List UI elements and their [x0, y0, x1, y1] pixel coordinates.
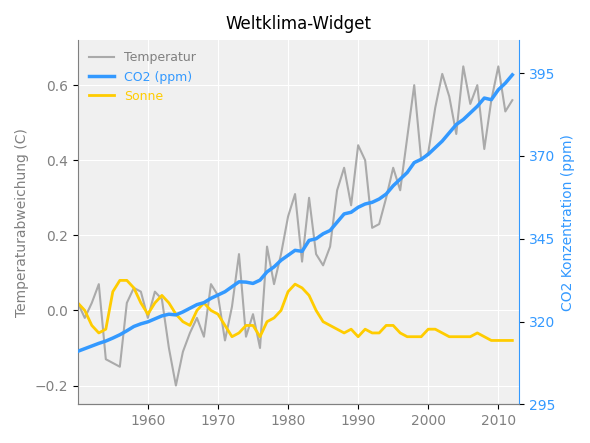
Y-axis label: Temperaturabweichung (C): Temperaturabweichung (C) [15, 128, 29, 317]
Sonne [299, 285, 306, 291]
Temperatur [502, 109, 509, 114]
Sonne [201, 300, 208, 306]
Line: Temperatur: Temperatur [78, 66, 512, 385]
Y-axis label: CO2 Konzentration (ppm): CO2 Konzentration (ppm) [561, 134, 575, 311]
Sonne [74, 300, 81, 306]
Temperatur [460, 64, 467, 69]
Sonne [284, 289, 291, 294]
Sonne [116, 278, 123, 283]
Temperatur [74, 300, 81, 306]
Temperatur [201, 334, 208, 339]
Sonne [383, 323, 390, 328]
Temperatur [284, 214, 291, 219]
Temperatur [509, 97, 516, 103]
Temperatur [172, 383, 179, 388]
Sonne [509, 338, 516, 343]
Legend: Temperatur, CO2 (ppm), Sonne: Temperatur, CO2 (ppm), Sonne [84, 47, 201, 108]
Sonne [502, 338, 509, 343]
CO2 (ppm) [277, 258, 284, 263]
Sonne [488, 338, 495, 343]
Temperatur [299, 259, 306, 264]
Temperatur [383, 195, 390, 200]
CO2 (ppm) [74, 349, 81, 354]
Title: Weltklima-Widget: Weltklima-Widget [225, 15, 372, 33]
Sonne [214, 311, 221, 317]
CO2 (ppm) [291, 248, 299, 253]
CO2 (ppm) [208, 295, 215, 301]
CO2 (ppm) [376, 196, 383, 202]
CO2 (ppm) [194, 302, 201, 307]
Line: Sonne: Sonne [78, 280, 512, 341]
CO2 (ppm) [509, 72, 516, 78]
CO2 (ppm) [502, 81, 509, 86]
Line: CO2 (ppm): CO2 (ppm) [78, 75, 512, 351]
Temperatur [214, 293, 221, 298]
